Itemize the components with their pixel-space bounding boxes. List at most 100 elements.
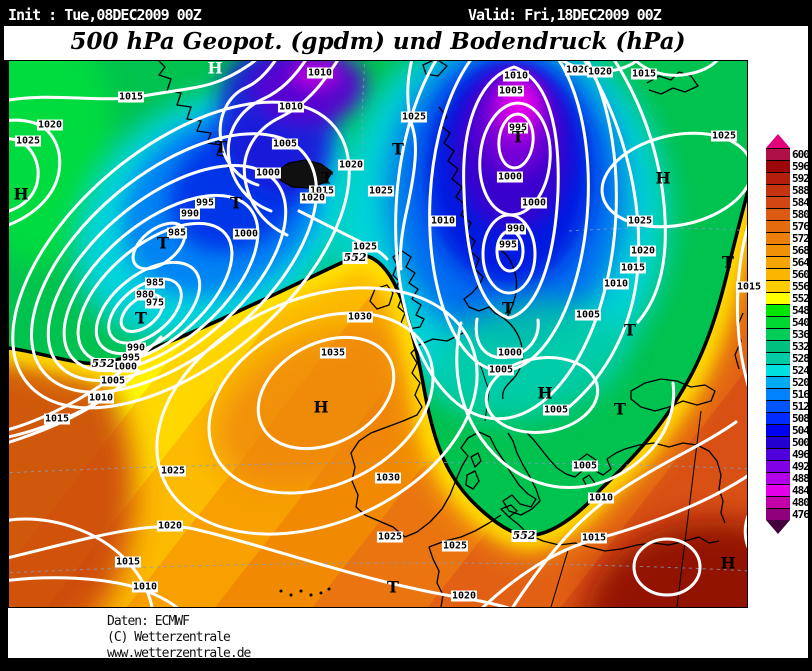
isobar-label: 1030 <box>374 472 402 484</box>
isobar-label: 975 <box>144 297 166 309</box>
coast-balkans-greece <box>524 430 626 478</box>
colorbar-segment <box>766 316 790 328</box>
isobar-label: 1000 <box>520 197 548 209</box>
colorbar-value-label: 576 <box>792 220 810 233</box>
isobar-label: 1000 <box>496 171 524 183</box>
isobar-label: 1020 <box>337 159 365 171</box>
coast-france-iberia <box>350 332 480 538</box>
isobar-label: 1000 <box>232 228 260 240</box>
isobar-label: 1015 <box>308 185 336 197</box>
colorbar-value-label: 484 <box>792 484 810 497</box>
low-center-letter: T <box>512 127 524 147</box>
colorbar-value-label: 516 <box>792 388 810 401</box>
isobar-label: 1020 <box>450 590 478 602</box>
coast-iceland <box>276 159 333 189</box>
isobar-label: 1005 <box>497 85 525 97</box>
colorbar-segment <box>766 244 790 256</box>
low-center-letter: T <box>624 320 636 340</box>
canary-islands <box>279 587 331 597</box>
colorbar-value-label: 556 <box>792 280 810 293</box>
colorbar-value-label: 520 <box>792 376 810 389</box>
isobar-label: 990 <box>505 223 527 235</box>
colorbar-segment <box>766 460 790 472</box>
isobar-label: 990 <box>179 208 201 220</box>
isobar-label: 1000 <box>111 361 139 373</box>
isobar-label: 1025 <box>376 531 404 543</box>
isobar-label: 1010 <box>429 215 457 227</box>
colorbar-segment <box>766 220 790 232</box>
colorbar-value-label: 508 <box>792 412 810 425</box>
isobar-label: 1015 <box>114 556 142 568</box>
colorbar-segment <box>766 388 790 400</box>
footer-copyright: (C) Wetterzentrale <box>107 630 231 645</box>
high-center-letter: H <box>655 168 671 188</box>
colorbar-value-label: 596 <box>792 160 810 173</box>
colorbar-segment <box>766 508 790 520</box>
colorbar-value-label: 500 <box>792 436 810 449</box>
coast-black-sea <box>630 378 716 412</box>
coast-ireland <box>369 284 394 310</box>
init-time-label: Init : Tue,08DEC2009 00Z <box>8 6 202 24</box>
colorbar-segment <box>766 376 790 388</box>
colorbar-value-label: 492 <box>792 460 810 473</box>
colorbar-value-label: 528 <box>792 352 810 365</box>
isobar-label: 1005 <box>99 375 127 387</box>
isobar-label: 1015 <box>43 413 71 425</box>
isobar-label: 1010 <box>87 392 115 404</box>
isobar-label: 995 <box>194 197 216 209</box>
isobar-label: 1025 <box>367 185 395 197</box>
colorbar-value-label: 536 <box>792 328 810 341</box>
isobar-label: 1030 <box>346 311 374 323</box>
isobar-label: 1005 <box>542 404 570 416</box>
low-center-letter: T <box>135 308 147 328</box>
title-band <box>4 26 808 60</box>
geopotential-colorbar <box>766 134 790 534</box>
colorbar-segment <box>766 292 790 304</box>
colorbar-segment <box>766 364 790 376</box>
footer-data-source: Daten: ECMWF <box>107 614 190 629</box>
colorbar-value-label: 584 <box>792 196 810 209</box>
colorbar-value-label: 592 <box>792 172 810 185</box>
low-center-letter: T <box>387 577 399 597</box>
isohypse-label: 552 <box>342 251 368 264</box>
isobar-label: 1010 <box>277 101 305 113</box>
low-center-letter: T <box>321 168 333 188</box>
colorbar-segment <box>766 232 790 244</box>
isobar-label: 1020 <box>299 192 327 204</box>
low-center-letter: T <box>215 137 227 157</box>
isobar-label: 1020 <box>156 520 184 532</box>
isohypse-label: 552 <box>511 529 537 542</box>
colorbar-segment <box>766 148 790 160</box>
colorbar-segment <box>766 340 790 352</box>
isobar-label: 1035 <box>319 347 347 359</box>
coast-white-sea <box>646 71 699 95</box>
isobar-label: 985 <box>166 227 188 239</box>
colorbar-value-label: 572 <box>792 232 810 245</box>
colorbar-value-label: 476 <box>792 508 810 521</box>
footer-band <box>8 608 748 658</box>
colorbar-segment <box>766 172 790 184</box>
isobar-label: 1020 <box>36 119 64 131</box>
colorbar-segment <box>766 160 790 172</box>
isobar-label: 1010 <box>502 70 530 82</box>
colorbar-segment <box>766 484 790 496</box>
colorbar-value-label: 600 <box>792 148 810 161</box>
isobar-label: 1005 <box>271 138 299 150</box>
colorbar-segment <box>766 496 790 508</box>
coast-corsica <box>470 452 482 468</box>
map-canvas <box>0 1 759 615</box>
isobar-label: 1010 <box>602 278 630 290</box>
isohypse-label: 552 <box>90 357 116 370</box>
coast-bothnia <box>498 248 518 318</box>
colorbar-value-label: 480 <box>792 496 810 509</box>
colorbar-value-label: 564 <box>792 256 810 269</box>
high-center-letter: H <box>313 397 329 417</box>
footer-url: www.wetterzentrale.de <box>107 646 251 661</box>
colorbar-segment <box>766 304 790 316</box>
isobar-label: 1025 <box>400 111 428 123</box>
colorbar-segment <box>766 400 790 412</box>
colorbar-value-label: 524 <box>792 364 810 377</box>
colorbar-top-arrow <box>766 134 790 148</box>
isobar-label: 1015 <box>580 532 608 544</box>
